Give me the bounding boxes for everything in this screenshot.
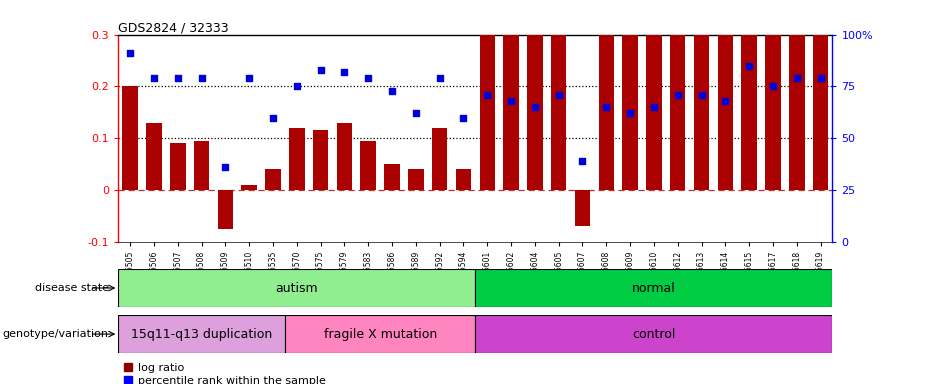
Bar bbox=[575, 190, 590, 227]
Bar bbox=[194, 141, 209, 190]
Bar bbox=[122, 86, 138, 190]
Point bbox=[742, 63, 757, 69]
Point bbox=[360, 75, 376, 81]
Text: autism: autism bbox=[275, 281, 318, 295]
Bar bbox=[360, 141, 376, 190]
Point bbox=[765, 83, 780, 89]
Point bbox=[480, 92, 495, 98]
Bar bbox=[646, 0, 661, 190]
Bar bbox=[285, 315, 475, 353]
Point bbox=[147, 75, 162, 81]
Bar bbox=[118, 269, 475, 307]
Bar bbox=[813, 0, 829, 190]
Text: disease state: disease state bbox=[35, 283, 109, 293]
Bar bbox=[170, 144, 185, 190]
Bar bbox=[670, 0, 686, 190]
Bar bbox=[622, 0, 638, 190]
Point bbox=[503, 98, 518, 104]
Bar bbox=[456, 169, 471, 190]
Point bbox=[694, 92, 710, 98]
Point bbox=[289, 83, 305, 89]
Point bbox=[384, 88, 399, 94]
Text: 15q11-q13 duplication: 15q11-q13 duplication bbox=[131, 328, 272, 341]
Bar bbox=[480, 0, 495, 190]
Bar bbox=[475, 269, 832, 307]
Point bbox=[599, 104, 614, 110]
Text: normal: normal bbox=[632, 281, 675, 295]
Bar bbox=[384, 164, 400, 190]
Bar bbox=[742, 0, 757, 190]
Bar bbox=[693, 0, 710, 190]
Bar bbox=[551, 0, 567, 190]
Bar bbox=[313, 131, 328, 190]
Bar bbox=[599, 0, 614, 190]
Point bbox=[194, 75, 209, 81]
Bar bbox=[337, 123, 352, 190]
Bar bbox=[718, 0, 733, 190]
Bar bbox=[503, 0, 518, 190]
Bar bbox=[408, 169, 424, 190]
Bar bbox=[147, 123, 162, 190]
Bar bbox=[218, 190, 233, 229]
Point bbox=[718, 98, 733, 104]
Point bbox=[313, 67, 328, 73]
Point bbox=[552, 92, 567, 98]
Bar bbox=[265, 169, 281, 190]
Bar bbox=[118, 315, 285, 353]
Text: GDS2824 / 32333: GDS2824 / 32333 bbox=[118, 22, 229, 35]
Bar bbox=[475, 315, 832, 353]
Point bbox=[789, 75, 804, 81]
Point bbox=[456, 114, 471, 121]
Bar bbox=[789, 0, 804, 190]
Point bbox=[646, 104, 661, 110]
Text: fragile X mutation: fragile X mutation bbox=[324, 328, 437, 341]
Point bbox=[241, 75, 256, 81]
Point bbox=[337, 69, 352, 75]
Point bbox=[266, 114, 281, 121]
Bar bbox=[289, 128, 305, 190]
Point bbox=[409, 110, 424, 116]
Point bbox=[123, 50, 138, 56]
Point bbox=[527, 104, 542, 110]
Point bbox=[813, 75, 828, 81]
Point bbox=[670, 92, 685, 98]
Text: control: control bbox=[632, 328, 675, 341]
Bar bbox=[241, 185, 257, 190]
Point bbox=[170, 75, 185, 81]
Point bbox=[218, 164, 233, 170]
Text: genotype/variation: genotype/variation bbox=[3, 329, 109, 339]
Legend: log ratio, percentile rank within the sample: log ratio, percentile rank within the sa… bbox=[124, 362, 326, 384]
Point bbox=[622, 110, 638, 116]
Bar bbox=[765, 0, 780, 190]
Point bbox=[432, 75, 447, 81]
Bar bbox=[527, 19, 543, 190]
Point bbox=[575, 158, 590, 164]
Bar bbox=[432, 128, 447, 190]
